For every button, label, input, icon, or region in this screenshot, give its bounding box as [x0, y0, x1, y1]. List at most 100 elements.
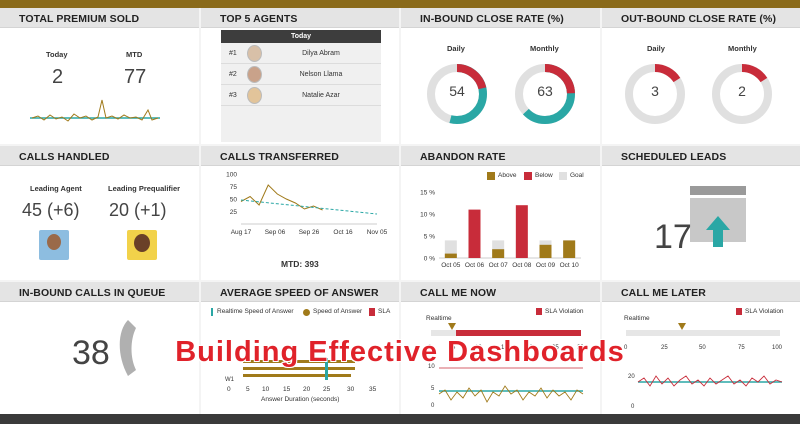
panel-title: TOP 5 AGENTS: [201, 8, 399, 28]
donut-goal: [712, 64, 772, 124]
below-bar: [468, 209, 481, 258]
daily-label: Daily: [447, 44, 465, 53]
y-tick: 10: [428, 364, 435, 370]
queue-value: 38: [72, 334, 110, 372]
monthly-label: Monthly: [530, 44, 559, 53]
x-tick: 5: [452, 345, 456, 351]
x-tick: 0: [428, 345, 432, 351]
legend-swatch-realtime: [211, 308, 213, 316]
y-tick: 10 %: [420, 212, 435, 219]
legend-realtime: Realtime Speed of Answer: [217, 308, 294, 315]
inbound-queue-panel: IN-BOUND CALLS IN QUEUE 38: [0, 282, 199, 414]
agents-table: Today #1 Dilya Abram #2 Nelson Llama #3 …: [221, 30, 381, 142]
x-tick: 75: [738, 345, 745, 351]
x-tick: 35: [369, 386, 377, 393]
legend-goal: Goal: [570, 172, 584, 179]
top-agents-panel: TOP 5 AGENTS Today #1 Dilya Abram #2 Nel…: [201, 8, 399, 144]
x-tick: 20: [526, 345, 533, 351]
avg-speed-chart: [243, 358, 355, 380]
daily-donut: [625, 64, 685, 124]
donut-goal: [515, 64, 575, 124]
premium-sparkline: [30, 99, 160, 122]
monthly-value: 2: [738, 83, 746, 99]
x-tick: 30: [347, 386, 355, 393]
arrow-up-icon: [706, 216, 730, 230]
leading-agent-value: 45 (+6): [22, 200, 80, 220]
monthly-value: 63: [537, 83, 553, 99]
today-value: 2: [52, 66, 64, 88]
table-row[interactable]: #2 Nelson Llama: [221, 64, 381, 85]
y-tick: 5: [431, 386, 435, 392]
legend-swatch-above: [487, 172, 495, 180]
x-tick: Oct 09: [536, 262, 556, 269]
agent-rank: #2: [229, 71, 237, 78]
trend-line: [240, 199, 378, 215]
legend-above: Above: [498, 172, 517, 179]
scheduled-leads-value: 17: [654, 218, 692, 256]
daily-value: 3: [651, 83, 659, 99]
leading-prequalifier-label: Leading Prequalifier: [108, 184, 181, 193]
y-tick: 50: [230, 197, 238, 204]
table-row[interactable]: #1 Dilya Abram: [221, 43, 381, 64]
realtime-marker: [678, 323, 686, 330]
agent-rank: #1: [229, 50, 237, 57]
sla-violation-bar: [456, 330, 581, 336]
phone-icon: [119, 320, 136, 376]
x-tick: 0: [624, 345, 628, 351]
calendar-top: [690, 186, 746, 195]
x-tick: 50: [699, 345, 706, 351]
scheduled-leads-panel: SCHEDULED LEADS 17: [602, 146, 800, 280]
transfer-series-line: [240, 184, 323, 211]
avatar-face: [134, 234, 150, 252]
x-tick: Sep 06: [265, 229, 286, 236]
x-tick: Oct 08: [512, 262, 532, 269]
table-row[interactable]: #3 Natalie Azar: [221, 85, 381, 106]
leading-agent-label: Leading Agent: [30, 184, 82, 193]
call-me-later-chart: [626, 323, 783, 387]
daily-value: 54: [449, 83, 465, 99]
monthly-donut: [712, 64, 772, 124]
panel-title: IN-BOUND CALLS IN QUEUE: [0, 282, 199, 302]
donut-goal: [625, 64, 685, 124]
avatar: [39, 230, 69, 260]
x-tick: 100: [772, 345, 783, 351]
agent-name: Natalie Azar: [302, 92, 340, 99]
realtime-label: Realtime: [624, 315, 650, 322]
panel-title: CALLS HANDLED: [0, 146, 199, 166]
agent-name: Nelson Llama: [299, 71, 343, 78]
x-tick: 20: [303, 386, 311, 393]
x-tick: Oct 06: [465, 262, 485, 269]
realtime-marker: [325, 358, 328, 380]
x-tick: 15: [501, 345, 508, 351]
donut-goal: [427, 64, 487, 124]
dot-band: [243, 374, 351, 377]
x-tick: 5: [246, 386, 250, 393]
legend-swatch-goal: [559, 172, 567, 180]
row-label: W1: [225, 377, 234, 383]
avatar: [127, 230, 157, 260]
legend-swatch-sla: [736, 308, 742, 315]
total-premium-panel: TOTAL PREMIUM SOLD Today MTD 2 77: [0, 8, 199, 144]
daily-label: Daily: [647, 44, 665, 53]
dot-band: [243, 360, 355, 363]
calls-handled-panel: CALLS HANDLED Leading Agent Leading Preq…: [0, 146, 199, 280]
x-tick: Sep 26: [299, 229, 320, 236]
realtime-marker: [448, 323, 456, 330]
daily-donut: [427, 64, 487, 124]
panel-title: OUT-BOUND CLOSE RATE (%): [602, 8, 800, 28]
phone-handset: [119, 320, 136, 376]
legend-speed: Speed of Answer: [313, 308, 363, 315]
monthly-label: Monthly: [728, 44, 757, 53]
below-bar: [515, 205, 528, 258]
legend-below: Below: [535, 172, 553, 179]
call-me-now-line: [438, 385, 584, 403]
overlay-title: Building Effective Dashboards: [175, 336, 625, 368]
panel-title: CALL ME LATER: [602, 282, 800, 302]
panel-title: CALL ME NOW: [401, 282, 600, 302]
above-bar: [444, 253, 457, 258]
mtd-value: 77: [124, 66, 147, 88]
y-tick: 15 %: [420, 190, 435, 197]
leading-prequalifier-value: 20 (+1): [109, 200, 167, 220]
mtd-total: MTD: 393: [281, 259, 319, 269]
legend-swatch-speed: [303, 309, 310, 316]
